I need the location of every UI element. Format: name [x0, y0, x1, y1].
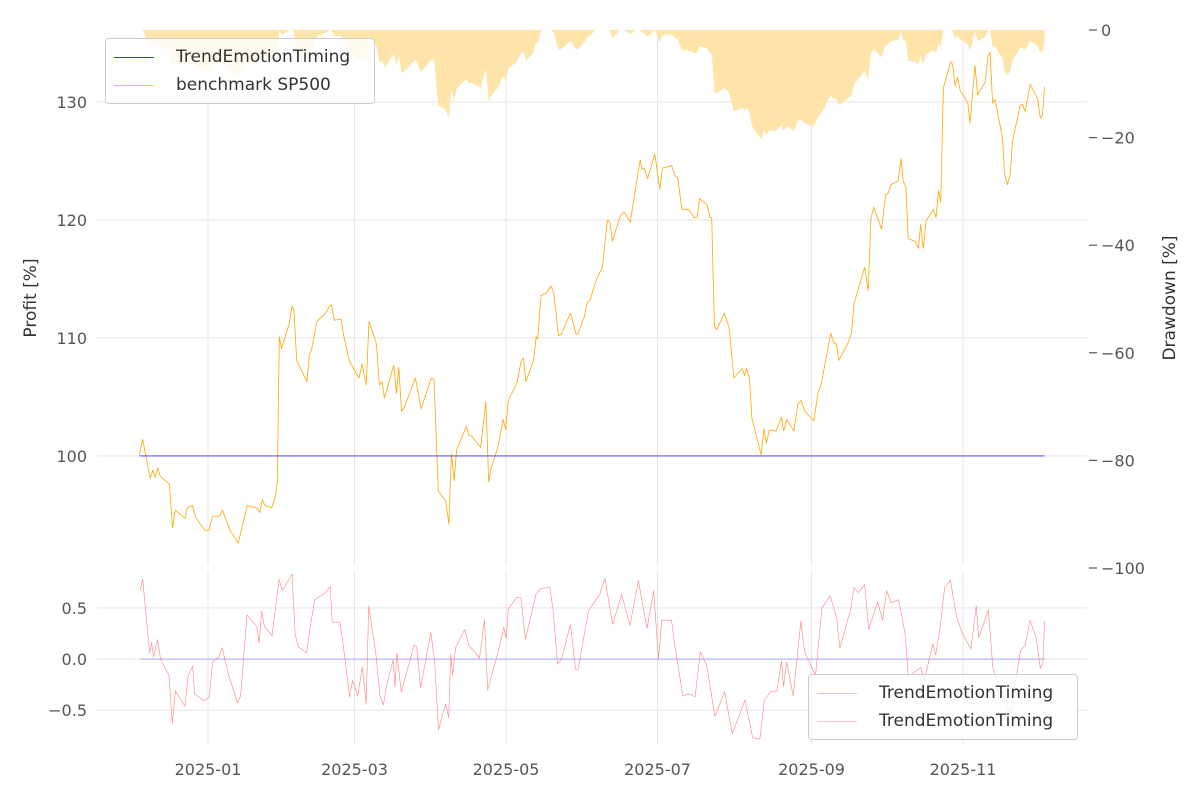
y-tick-label-profit: 110: [56, 329, 87, 348]
y-tick-label-profit: 100: [56, 447, 87, 466]
y-tick-label-drawdown: −20: [1101, 129, 1135, 148]
tick-labels: 2025-01 2025-03 2025-05 2025-07 2025-09 2025-…: [48, 21, 1145, 779]
legend-swatch-strategy: [114, 56, 154, 58]
y-tick-label-drawdown: −80: [1101, 451, 1135, 470]
legend-entry: benchmark SP500: [114, 71, 366, 99]
x-tick-label: 2025-07: [624, 760, 691, 779]
strategy-red-line: [139, 573, 1046, 740]
legend-entry: TrendEmotionTiming: [114, 43, 366, 71]
y-tick-label-drawdown: −100: [1101, 559, 1145, 578]
legend-swatch-benchmark: [114, 84, 154, 86]
y-axis-label-profit: Profit [%]: [21, 258, 41, 337]
legend-label: TrendEmotionTiming: [176, 47, 351, 67]
y-tick-label-bottom: −0.5: [48, 701, 87, 720]
y-tick-label-drawdown: −40: [1101, 236, 1135, 255]
benchmark-sp500-line: [139, 52, 1045, 544]
y-axis-label-drawdown: Drawdown [%]: [1160, 235, 1180, 360]
x-tick-label: 2025-03: [321, 760, 388, 779]
x-tick-label: 2025-09: [778, 760, 845, 779]
legend-label: benchmark SP500: [176, 75, 331, 95]
legend-swatch-blue: [817, 692, 857, 694]
legend-label: TrendEmotionTiming: [879, 683, 1054, 703]
legend-label: TrendEmotionTiming: [879, 711, 1054, 731]
y-tick-label-drawdown: −60: [1101, 344, 1135, 363]
y-tick-label-bottom: 0.5: [62, 599, 87, 618]
legend-entry: TrendEmotionTiming: [817, 679, 1069, 707]
y-tick-label-drawdown: 0: [1101, 21, 1111, 40]
bottom-series: [139, 573, 1046, 740]
top-grid: [97, 30, 1087, 565]
legend-swatch-red: [817, 720, 857, 722]
y-tick-label-profit: 130: [56, 93, 87, 112]
legend-bottom: TrendEmotionTiming TrendEmotionTiming: [808, 674, 1078, 740]
y-tick-label-profit: 120: [56, 211, 87, 230]
y-tick-label-bottom: 0.0: [62, 650, 87, 669]
x-tick-label: 2025-11: [930, 760, 997, 779]
legend-top: TrendEmotionTiming benchmark SP500: [105, 38, 375, 104]
x-tick-label: 2025-05: [473, 760, 540, 779]
legend-entry: TrendEmotionTiming: [817, 707, 1069, 735]
x-tick-label: 2025-01: [175, 760, 242, 779]
top-series: [139, 52, 1045, 544]
